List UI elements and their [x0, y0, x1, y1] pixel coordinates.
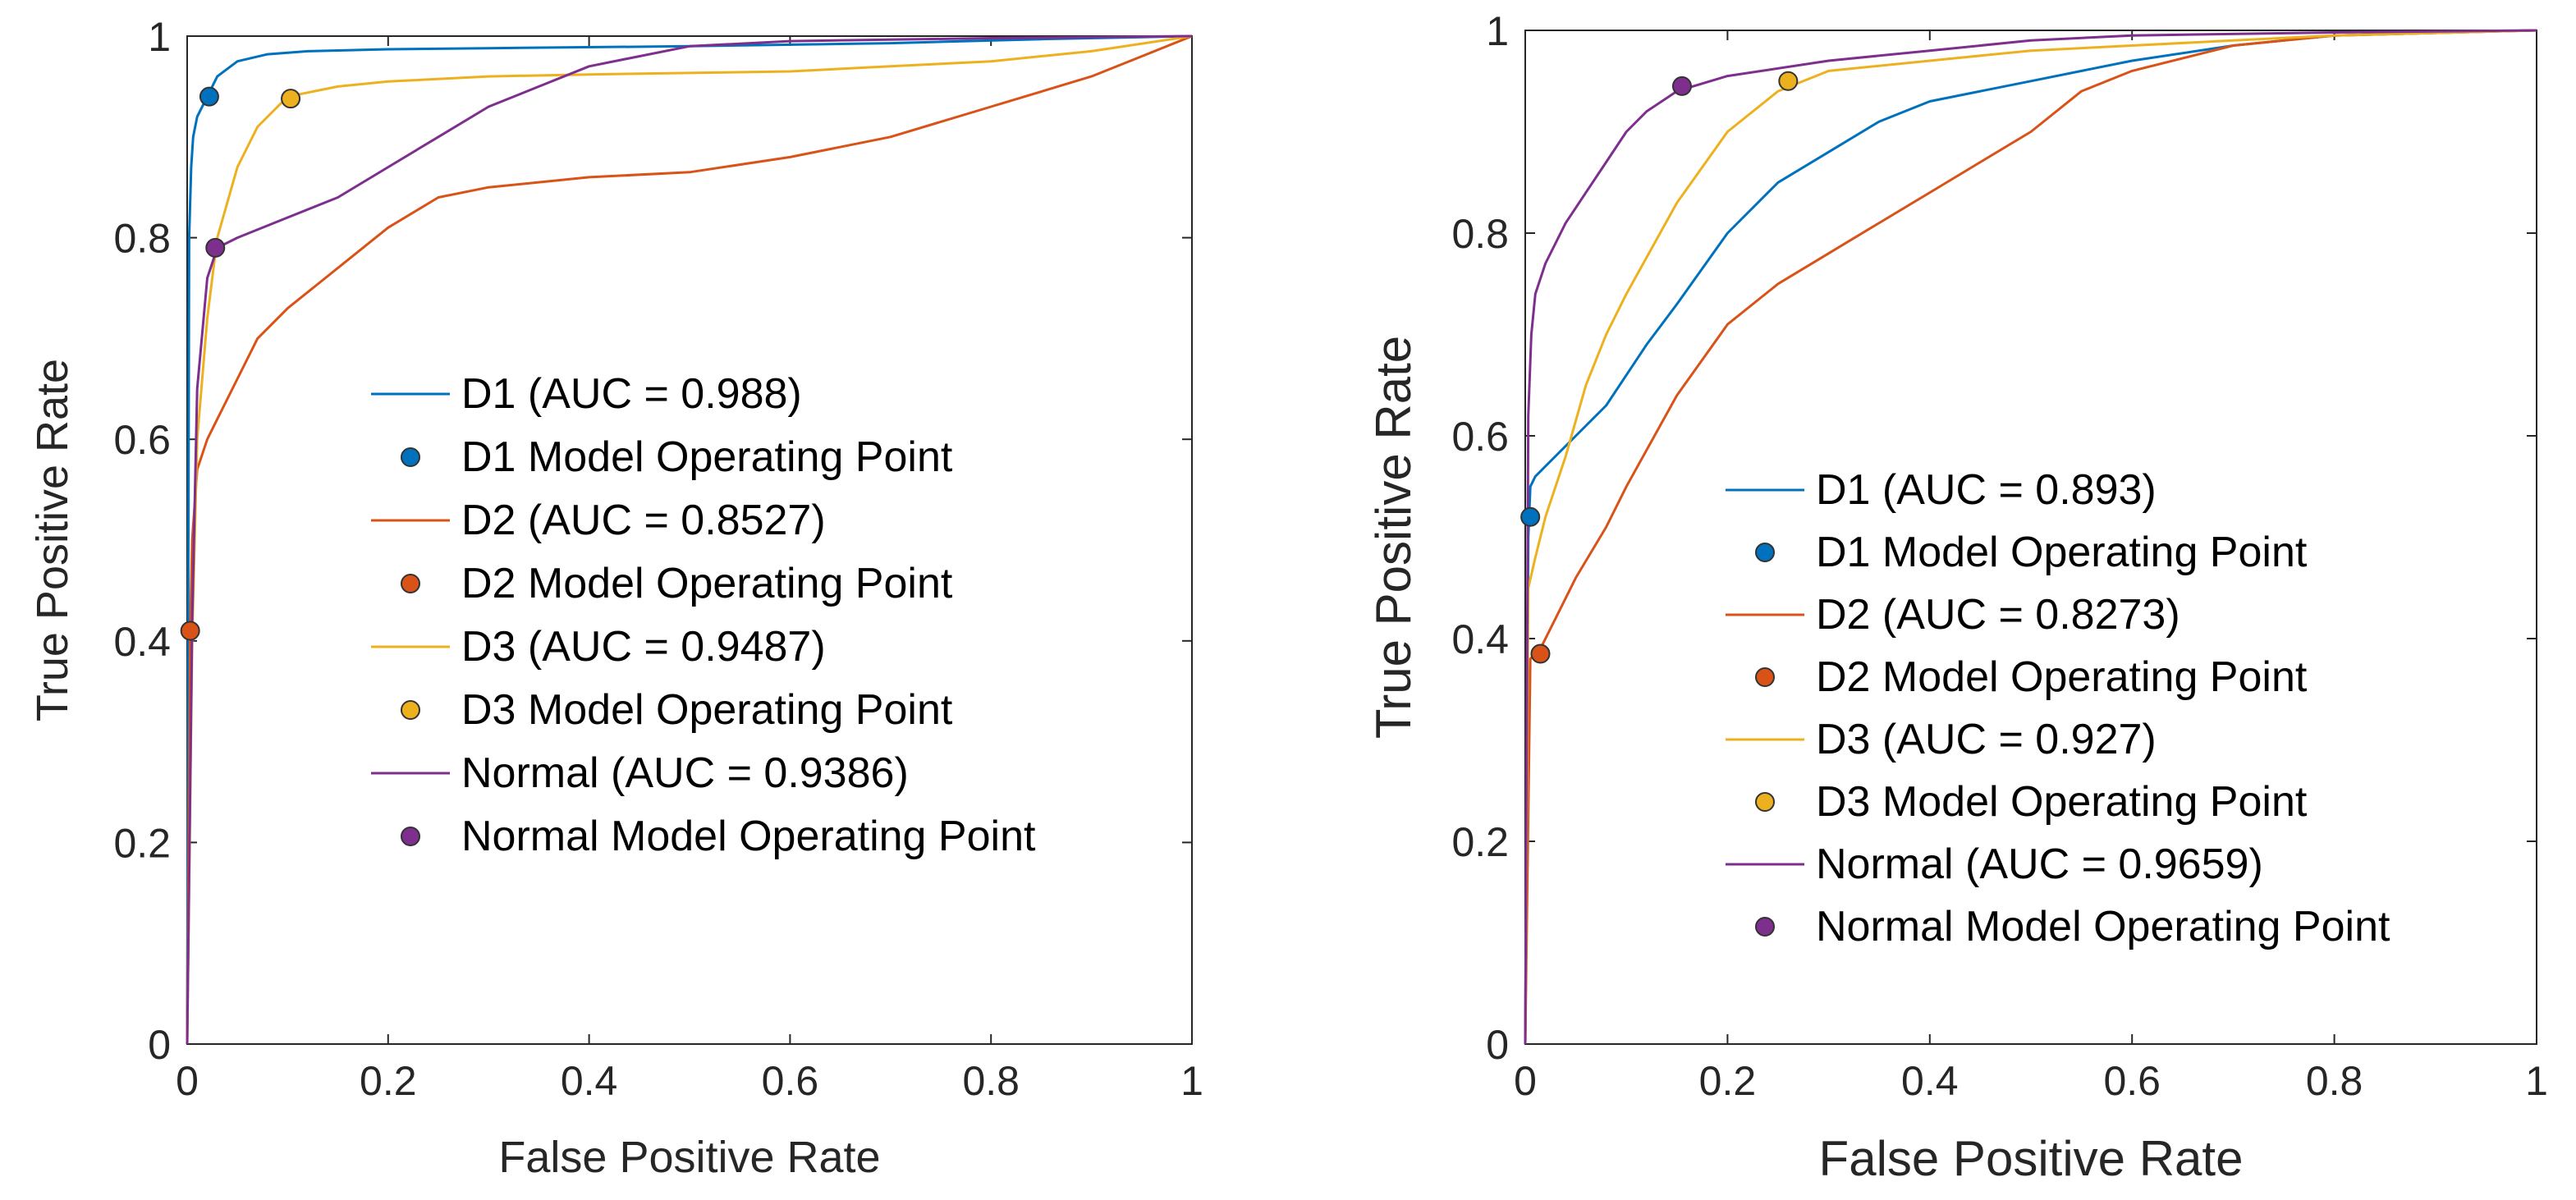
roc-curve-2: [1524, 29, 2537, 1045]
y-tick-label: 0: [148, 1022, 171, 1068]
operating-point-4: [1671, 76, 1692, 96]
x-tick-label: 0.4: [561, 1058, 618, 1104]
legend-marker-swatch: [401, 700, 420, 720]
chart-panel-2: 0 0.2 0.4 0.6 0.8 1 0 0.2 0.4 0.6 0.8 1 False Positi…: [1366, 8, 2548, 1186]
y-tick-label: 1: [1486, 8, 1509, 54]
legend-entry-curve: D3 (AUC = 0.927): [1816, 716, 2157, 763]
legend-entry-point: D3 Model Operating Point: [461, 686, 953, 734]
x-tick-label: 1: [2525, 1058, 2548, 1104]
legend-entry-point: Normal Model Operating Point: [1816, 903, 2390, 950]
legend-entry-curve: D1 (AUC = 0.893): [1816, 466, 2157, 514]
y-tick-label: 0.2: [1451, 819, 1509, 865]
operating-point-3: [1778, 71, 1799, 91]
x-tick-label: 0: [1514, 1058, 1537, 1104]
y-axis-label: True Positive Rate: [28, 359, 77, 721]
y-tick-label: 0: [1486, 1022, 1509, 1068]
x-tick-label: 0.2: [360, 1058, 417, 1104]
x-tick-label: 0: [176, 1058, 199, 1104]
x-tick-label: 1: [1180, 1058, 1203, 1104]
legend: D1 (AUC = 0.893) D1 Model Operating Point…: [1726, 466, 2390, 950]
operating-point-1: [199, 86, 219, 107]
operating-point-3: [281, 89, 301, 109]
legend-entry-point: D1 Model Operating Point: [1816, 529, 2308, 576]
x-tick-label: 0.6: [2103, 1058, 2161, 1104]
x-tick-label: 0.2: [1699, 1058, 1757, 1104]
y-tick-label: 1: [148, 14, 171, 60]
legend-entry-curve: D2 (AUC = 0.8273): [1816, 591, 2180, 639]
roc-curve-1: [186, 34, 1193, 1045]
legend-marker-swatch: [1755, 917, 1775, 937]
roc-curve-1: [1524, 29, 2537, 1045]
legend-entry-point: Normal Model Operating Point: [461, 813, 1036, 860]
legend-entry-curve: D3 (AUC = 0.9487): [461, 623, 826, 671]
operating-point-4: [205, 237, 226, 258]
legend-entry-curve: Normal (AUC = 0.9386): [461, 749, 909, 797]
roc-curve-3: [186, 34, 1193, 1045]
y-tick-label: 0.6: [1451, 414, 1509, 460]
legend-marker-swatch: [1755, 792, 1775, 812]
legend-marker-swatch: [401, 827, 420, 846]
y-tick-label: 0.2: [113, 820, 171, 866]
legend-entry-curve: Normal (AUC = 0.9659): [1816, 840, 2263, 888]
roc-curve-2: [186, 34, 1193, 1045]
roc-curve-3: [1524, 29, 2537, 1045]
y-tick-label: 0.4: [113, 619, 171, 665]
y-tick-label: 0.4: [1451, 616, 1509, 662]
legend-entry-point: D1 Model Operating Point: [461, 433, 953, 481]
plot-area: [1524, 30, 2537, 1045]
x-tick-label: 0.4: [1901, 1058, 1959, 1104]
roc-curve-4: [1524, 29, 2537, 1045]
x-tick-label: 0.8: [2306, 1058, 2363, 1104]
operating-point-1: [1520, 506, 1541, 527]
legend-entry-curve: D1 (AUC = 0.988): [461, 370, 802, 418]
operating-point-2: [180, 621, 200, 641]
legend-marker-swatch: [1755, 667, 1775, 687]
legend-entry-point: D3 Model Operating Point: [1816, 778, 2308, 826]
roc-curve-4: [186, 34, 1193, 1045]
chart-panel-1: 0 0.2 0.4 0.6 0.8 1 0 0.2 0.4 0.6 0.8 1 False Positi…: [28, 14, 1203, 1182]
legend-marker-swatch: [401, 574, 420, 593]
x-tick-label: 0.6: [762, 1058, 819, 1104]
legend: D1 (AUC = 0.988) D1 Model Operating Point…: [371, 370, 1036, 860]
y-tick-label: 0.8: [113, 216, 171, 262]
y-axis-label: True Positive Rate: [1366, 336, 1421, 739]
legend-entry-point: D2 Model Operating Point: [461, 560, 953, 607]
y-tick-label: 0.6: [113, 417, 171, 463]
legend-marker-swatch: [401, 447, 420, 467]
x-tick-label: 0.8: [962, 1058, 1020, 1104]
legend-entry-curve: D2 (AUC = 0.8527): [461, 497, 826, 544]
x-axis-label: False Positive Rate: [498, 1133, 880, 1182]
legend-marker-swatch: [1755, 543, 1775, 562]
plot-area: [186, 35, 1193, 1045]
x-axis-label: False Positive Rate: [1819, 1131, 2244, 1186]
operating-point-2: [1530, 644, 1551, 664]
legend-entry-point: D2 Model Operating Point: [1816, 653, 2308, 701]
y-tick-label: 0.8: [1451, 211, 1509, 257]
